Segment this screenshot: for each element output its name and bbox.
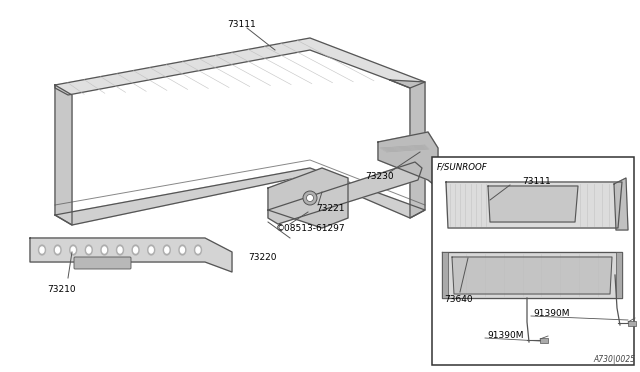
Ellipse shape <box>56 247 60 253</box>
Polygon shape <box>30 238 232 272</box>
Polygon shape <box>55 168 425 225</box>
Bar <box>442 252 448 298</box>
Polygon shape <box>268 168 348 228</box>
Text: 73111: 73111 <box>522 176 551 186</box>
Ellipse shape <box>163 245 170 255</box>
Ellipse shape <box>149 247 153 253</box>
Ellipse shape <box>118 247 122 253</box>
Text: 91390M: 91390M <box>487 331 524 340</box>
Ellipse shape <box>165 247 169 253</box>
Ellipse shape <box>40 247 44 253</box>
Ellipse shape <box>102 247 106 253</box>
Polygon shape <box>614 178 628 230</box>
Bar <box>540 338 548 343</box>
Circle shape <box>307 195 314 202</box>
Polygon shape <box>488 186 578 222</box>
FancyBboxPatch shape <box>432 157 634 365</box>
Text: 73230: 73230 <box>365 171 394 180</box>
Text: 91390M: 91390M <box>533 310 570 318</box>
Ellipse shape <box>70 245 77 255</box>
Text: F/SUNROOF: F/SUNROOF <box>437 162 488 171</box>
Ellipse shape <box>87 247 91 253</box>
Bar <box>628 321 636 326</box>
Polygon shape <box>442 252 622 298</box>
Polygon shape <box>390 80 425 218</box>
Ellipse shape <box>180 247 184 253</box>
Ellipse shape <box>85 245 92 255</box>
Ellipse shape <box>196 247 200 253</box>
Ellipse shape <box>71 247 76 253</box>
Ellipse shape <box>116 245 124 255</box>
Polygon shape <box>268 162 422 224</box>
Circle shape <box>303 191 317 205</box>
Polygon shape <box>55 38 425 95</box>
Ellipse shape <box>38 245 45 255</box>
FancyBboxPatch shape <box>74 257 131 269</box>
Ellipse shape <box>54 245 61 255</box>
Ellipse shape <box>179 245 186 255</box>
Ellipse shape <box>132 245 139 255</box>
Ellipse shape <box>195 245 202 255</box>
Polygon shape <box>452 257 612 294</box>
Text: 73640: 73640 <box>444 295 472 305</box>
Bar <box>616 252 622 298</box>
Ellipse shape <box>134 247 138 253</box>
Text: A730|0025: A730|0025 <box>593 355 635 364</box>
Polygon shape <box>378 132 438 188</box>
Text: ©08513-61297: ©08513-61297 <box>276 224 346 232</box>
Text: 73111: 73111 <box>227 19 256 29</box>
Ellipse shape <box>101 245 108 255</box>
Text: 73210: 73210 <box>47 285 76 295</box>
Polygon shape <box>446 182 622 228</box>
Text: 73220: 73220 <box>248 253 276 262</box>
Ellipse shape <box>148 245 155 255</box>
Polygon shape <box>55 85 72 225</box>
Text: 73221: 73221 <box>316 203 344 212</box>
